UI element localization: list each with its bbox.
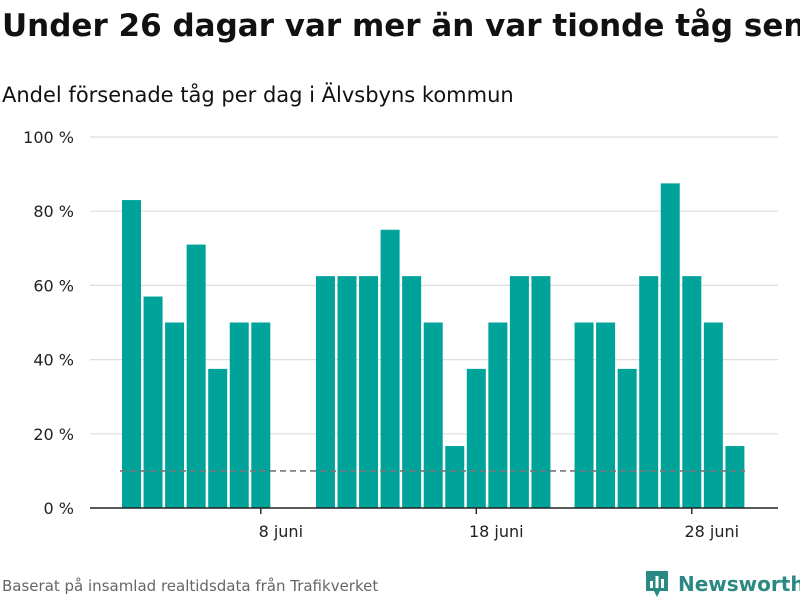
y-tick-label: 80 % (33, 202, 74, 221)
bar (337, 276, 357, 508)
bar (660, 183, 680, 508)
chart-subtitle: Andel försenade tåg per dag i Älvsbyns k… (2, 83, 514, 107)
bar (466, 368, 486, 508)
source-note: Baserat på insamlad realtidsdata från Tr… (2, 577, 379, 595)
y-axis-labels: 0 % 20 % 40 % 60 % 80 % 100 % (23, 128, 74, 518)
x-tick-label: 8 juni (259, 522, 303, 541)
bar (596, 322, 616, 508)
y-tick-label: 100 % (23, 128, 74, 147)
chart-title: Under 26 dagar var mer än var tionde tåg… (2, 8, 800, 44)
bar (251, 322, 271, 508)
bar (165, 322, 185, 508)
bar (122, 200, 141, 508)
brand-logo: Newsworthy (644, 568, 800, 600)
y-tick-label: 40 % (33, 351, 74, 370)
bar (208, 368, 228, 508)
y-tick-label: 0 % (44, 499, 74, 518)
bar (682, 276, 702, 508)
bar (639, 276, 659, 508)
bar (531, 276, 551, 508)
x-tick-label: 18 juni (469, 522, 524, 541)
bar (488, 322, 508, 508)
bar (617, 368, 637, 508)
y-tick-label: 20 % (33, 425, 74, 444)
bar (315, 276, 335, 508)
bar (445, 446, 465, 508)
bar (402, 276, 422, 508)
bar (186, 244, 206, 508)
bar (380, 229, 400, 508)
bar (143, 296, 163, 508)
x-tick-label: 28 juni (684, 522, 739, 541)
bar (509, 276, 529, 508)
bar (574, 322, 594, 508)
y-tick-label: 60 % (33, 276, 74, 295)
bar (359, 276, 379, 508)
bar (703, 322, 723, 508)
bar (229, 322, 249, 508)
bars (122, 183, 745, 508)
bar (423, 322, 443, 508)
x-axis: 8 juni 18 juni 28 juni (90, 507, 778, 541)
brand-name: Newsworthy (678, 572, 800, 596)
bar (725, 446, 745, 508)
bar-chart-logo-icon (646, 571, 668, 597)
